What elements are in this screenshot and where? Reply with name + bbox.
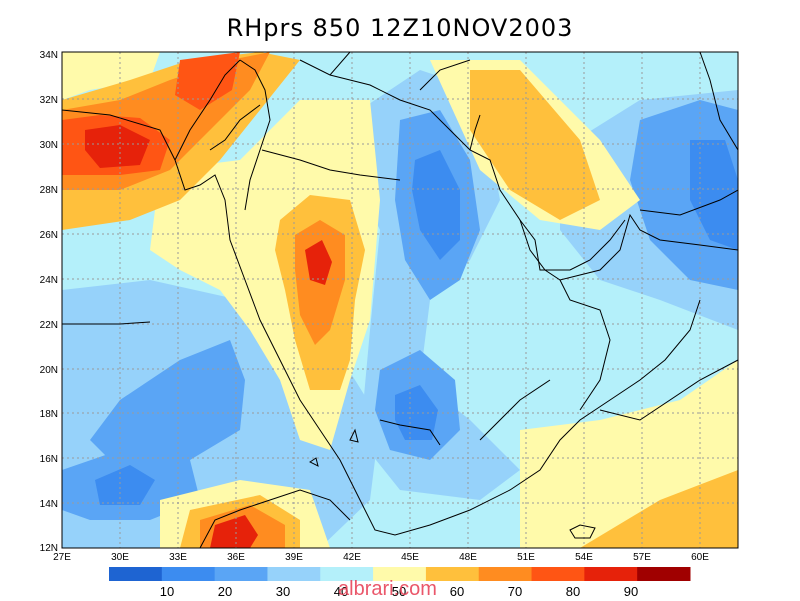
lat-label: 30N xyxy=(40,140,58,151)
lat-label: 24N xyxy=(40,275,58,286)
lat-label: 16N xyxy=(40,454,58,465)
lon-label: 39E xyxy=(285,552,303,563)
colorbar-ticks: 10 20 30 40 50 60 70 80 90 xyxy=(160,584,638,599)
colorbar-swatch xyxy=(478,567,533,581)
colorbar-swatch xyxy=(109,567,163,581)
colorbar-tick: 70 xyxy=(508,584,522,599)
lat-label: 28N xyxy=(40,185,58,196)
lon-label: 54E xyxy=(575,552,593,563)
longitude-labels: 27E 30E 33E 36E 39E 42E 45E 48E 51E 54E … xyxy=(53,552,709,563)
lat-label: 34N xyxy=(40,50,58,61)
colorbar-swatch xyxy=(267,567,321,581)
lat-label: 18N xyxy=(40,409,58,420)
contour-fill xyxy=(62,52,738,548)
lat-label: 32N xyxy=(40,95,58,106)
colorbar-swatch xyxy=(637,567,691,581)
colorbar-tick: 30 xyxy=(276,584,290,599)
map-title: RHprs 850 12Z10NOV2003 xyxy=(226,14,574,42)
colorbar-tick: 60 xyxy=(450,584,464,599)
lat-label: 12N xyxy=(40,543,58,554)
lon-label: 60E xyxy=(691,552,709,563)
latitude-labels: 34N 32N 30N 28N 26N 24N 22N 20N 18N 16N … xyxy=(40,50,58,554)
lon-label: 42E xyxy=(343,552,361,563)
watermark: albrari.com xyxy=(338,578,437,600)
colorbar-swatch xyxy=(320,567,374,581)
colorbar xyxy=(109,567,691,581)
lat-label: 20N xyxy=(40,365,58,376)
lon-label: 51E xyxy=(517,552,535,563)
colorbar-swatch xyxy=(161,567,216,581)
colorbar-tick: 40 xyxy=(334,584,348,599)
colorbar-swatch xyxy=(214,567,268,581)
colorbar-swatch xyxy=(584,567,638,581)
colorbar-tick: 80 xyxy=(566,584,580,599)
colorbar-swatch xyxy=(373,567,427,581)
map-frame xyxy=(61,51,739,549)
colorbar-swatch xyxy=(425,567,480,581)
lon-label: 27E xyxy=(53,552,71,563)
lon-label: 30E xyxy=(111,552,129,563)
lon-label: 48E xyxy=(459,552,477,563)
colorbar-tick: 50 xyxy=(392,584,406,599)
colorbar-tick: 10 xyxy=(160,584,174,599)
colorbar-swatch xyxy=(531,567,585,581)
lon-label: 36E xyxy=(227,552,245,563)
lat-label: 26N xyxy=(40,230,58,241)
lon-label: 45E xyxy=(401,552,419,563)
lat-label: 22N xyxy=(40,320,58,331)
lon-label: 57E xyxy=(633,552,651,563)
lon-label: 33E xyxy=(169,552,187,563)
coastlines xyxy=(62,52,738,548)
lat-label: 14N xyxy=(40,499,58,510)
colorbar-tick: 90 xyxy=(624,584,638,599)
colorbar-tick: 20 xyxy=(218,584,232,599)
